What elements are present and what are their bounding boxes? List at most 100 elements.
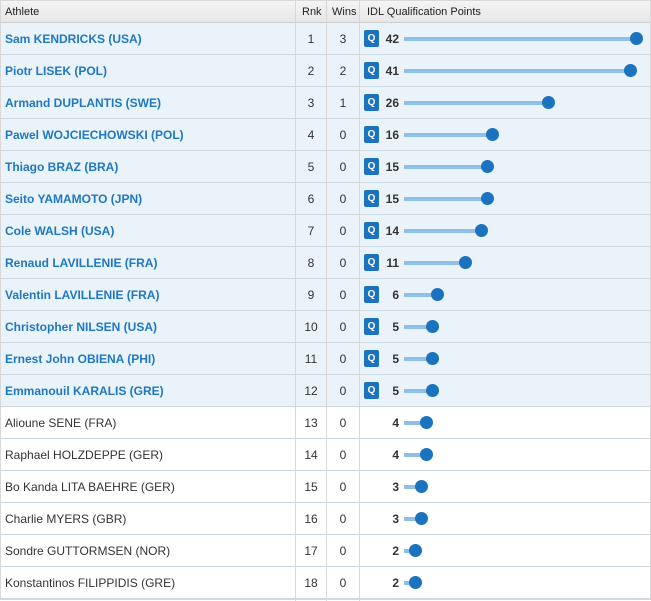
points-marker <box>420 448 434 461</box>
table-row: Cole WALSH (USA) 7 0 Q 14 <box>1 215 650 247</box>
points-marker <box>420 416 434 429</box>
points-marker <box>541 96 555 109</box>
wins-column-header[interactable]: Wins <box>332 6 357 18</box>
points-bar <box>404 69 631 73</box>
table-row: Emmanouil KARALIS (GRE) 12 0 Q 5 <box>1 375 650 407</box>
athlete-name[interactable]: Ernest John OBIENA (PHI) <box>5 352 156 366</box>
athlete-name[interactable]: Emmanouil KARALIS (GRE) <box>5 384 164 398</box>
points-bar <box>404 453 427 457</box>
points-value: 11 <box>386 256 399 270</box>
wins-cell: 0 <box>339 352 347 366</box>
athlete-name[interactable]: Sam KENDRICKS (USA) <box>5 32 142 46</box>
qualified-badge: Q <box>364 318 379 335</box>
points-value: 41 <box>385 64 399 78</box>
table-row: Valentin LAVILLENIE (FRA) 9 0 Q 6 <box>1 279 650 311</box>
athlete-name[interactable]: Seito YAMAMOTO (JPN) <box>5 192 143 206</box>
wins-cell: 0 <box>339 384 347 398</box>
rank-cell: 15 <box>304 480 318 494</box>
rank-cell: 2 <box>307 64 315 78</box>
table-row: Renaud LAVILLENIE (FRA) 8 0 Q 11 <box>1 247 650 279</box>
qualified-badge: Q <box>364 350 379 367</box>
column-divider <box>326 1 327 601</box>
points-marker <box>486 128 500 141</box>
table-row: Ernest John OBIENA (PHI) 11 0 Q 5 <box>1 343 650 375</box>
rank-cell: 17 <box>304 544 318 558</box>
points-bar <box>404 165 487 169</box>
wins-cell: 0 <box>339 448 347 462</box>
qualified-badge: Q <box>364 30 379 47</box>
rank-cell: 11 <box>304 352 318 366</box>
table-row: Alioune SENE (FRA) 13 0 4 <box>1 407 650 439</box>
rank-column-header[interactable]: Rnk <box>302 6 322 18</box>
wins-cell: 0 <box>339 576 347 590</box>
rank-cell: 14 <box>304 448 318 462</box>
points-marker <box>480 192 494 205</box>
wins-cell: 0 <box>339 128 347 142</box>
points-bar <box>404 293 438 297</box>
points-column-header[interactable]: IDL Qualification Points <box>367 6 481 18</box>
points-value: 3 <box>392 512 399 526</box>
table-row: Armand DUPLANTIS (SWE) 3 1 Q 26 <box>1 87 650 119</box>
points-bar <box>404 261 465 265</box>
column-divider <box>359 1 360 601</box>
athlete-name[interactable]: Thiago BRAZ (BRA) <box>5 160 119 174</box>
points-value: 2 <box>392 544 399 558</box>
athlete-name[interactable]: Christopher NILSEN (USA) <box>5 320 158 334</box>
athlete-name: Sondre GUTTORMSEN (NOR) <box>5 544 171 558</box>
wins-cell: 0 <box>339 480 347 494</box>
table-row: Sam KENDRICKS (USA) 1 3 Q 42 <box>1 23 650 55</box>
wins-cell: 0 <box>339 320 347 334</box>
points-bar <box>404 37 636 41</box>
points-bar <box>404 357 432 361</box>
points-bar <box>404 101 548 105</box>
qualified-badge: Q <box>364 62 379 79</box>
points-value: 26 <box>385 96 399 110</box>
points-marker <box>458 256 472 269</box>
rank-cell: 5 <box>307 160 315 174</box>
table-row: Charlie MYERS (GBR) 16 0 3 <box>1 503 650 535</box>
athlete-name[interactable]: Pawel WOJCIECHOWSKI (POL) <box>5 128 184 142</box>
points-bar <box>404 325 432 329</box>
rank-cell: 3 <box>307 96 315 110</box>
athlete-name[interactable]: Renaud LAVILLENIE (FRA) <box>5 256 158 270</box>
points-marker <box>624 64 638 77</box>
athlete-name[interactable]: Valentin LAVILLENIE (FRA) <box>5 288 160 302</box>
wins-cell: 1 <box>339 96 347 110</box>
points-value: 4 <box>392 416 399 430</box>
table-row: Thiago BRAZ (BRA) 5 0 Q 15 <box>1 151 650 183</box>
table-row: Raphael HOLZDEPPE (GER) 14 0 4 <box>1 439 650 471</box>
athlete-column-header[interactable]: Athlete <box>5 6 40 18</box>
points-marker <box>431 288 445 301</box>
points-marker <box>630 32 643 45</box>
table-row: Seito YAMAMOTO (JPN) 6 0 Q 15 <box>1 183 650 215</box>
points-bar <box>404 229 482 233</box>
qualified-badge: Q <box>364 286 379 303</box>
qualified-badge: Q <box>364 222 379 239</box>
athlete-name[interactable]: Armand DUPLANTIS (SWE) <box>5 96 161 110</box>
points-value: 42 <box>385 32 399 46</box>
points-value: 16 <box>385 128 399 142</box>
rank-cell: 10 <box>304 320 318 334</box>
points-marker <box>414 512 428 525</box>
rank-cell: 6 <box>307 192 315 206</box>
athlete-name[interactable]: Piotr LISEK (POL) <box>5 64 107 78</box>
table-row: Bo Kanda LITA BAEHRE (GER) 15 0 3 <box>1 471 650 503</box>
athlete-name: Bo Kanda LITA BAEHRE (GER) <box>5 480 175 494</box>
qualified-badge: Q <box>364 94 379 111</box>
wins-cell: 0 <box>339 416 347 430</box>
qualified-badge: Q <box>364 254 379 271</box>
rank-cell: 9 <box>307 288 315 302</box>
qualified-badge: Q <box>364 382 379 399</box>
wins-cell: 2 <box>339 64 347 78</box>
wins-cell: 0 <box>339 512 347 526</box>
athlete-name[interactable]: Cole WALSH (USA) <box>5 224 115 238</box>
points-bar <box>404 133 493 137</box>
wins-cell: 3 <box>339 32 347 46</box>
points-value: 3 <box>392 480 399 494</box>
rank-cell: 8 <box>307 256 315 270</box>
column-divider <box>295 1 296 601</box>
rank-cell: 16 <box>304 512 318 526</box>
table-row: Piotr LISEK (POL) 2 2 Q 41 <box>1 55 650 87</box>
rank-cell: 13 <box>304 416 318 430</box>
points-bar <box>404 389 432 393</box>
